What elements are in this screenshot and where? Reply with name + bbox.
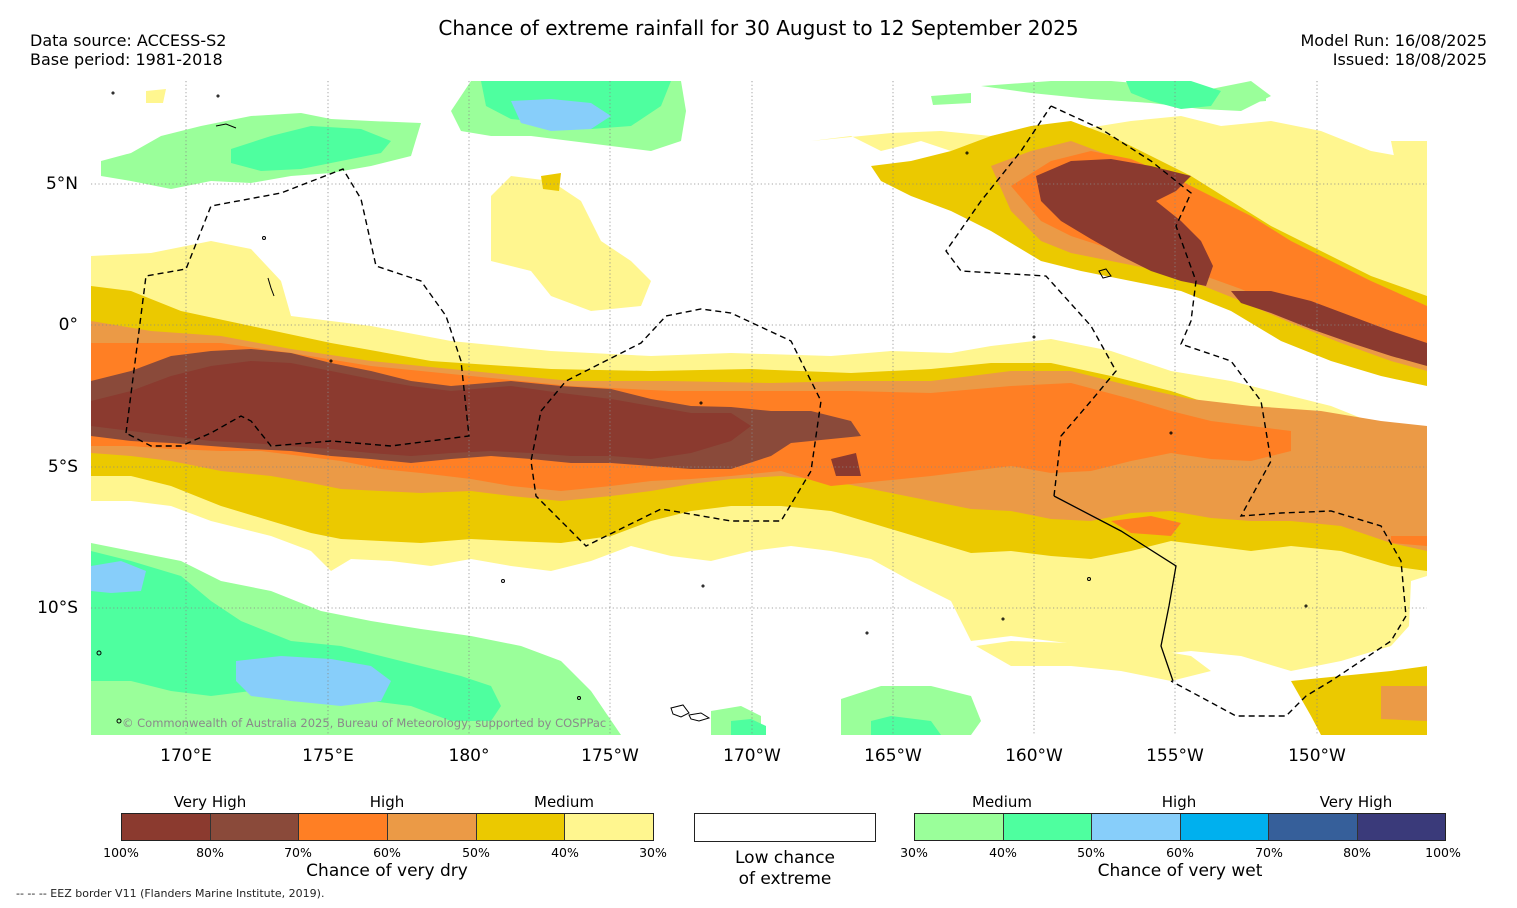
dry-label-very-high: Very High bbox=[173, 793, 247, 811]
rainfall-map bbox=[91, 81, 1427, 735]
dry-label-high: High bbox=[369, 793, 405, 811]
islands bbox=[96, 91, 1308, 724]
wet-label-medium: Medium bbox=[972, 793, 1032, 811]
wet-tick-50: 50% bbox=[1077, 845, 1105, 860]
wet-high-region bbox=[91, 99, 611, 706]
low-chance-line-1: Low chance bbox=[735, 848, 835, 868]
eez-borders bbox=[125, 105, 1407, 717]
wet-swatch-2 bbox=[1003, 814, 1092, 840]
lat-label-10s: 10°S bbox=[37, 598, 78, 618]
wet-tick-70: 70% bbox=[1255, 845, 1283, 860]
wet-label-very-high: Very High bbox=[1319, 793, 1393, 811]
lon-label-155w: 155°W bbox=[1146, 746, 1204, 766]
dry-tick-60: 60% bbox=[373, 845, 401, 860]
eez-footnote: -- -- -- EEZ border V11 (Flanders Marine… bbox=[16, 887, 325, 900]
lon-label-175w: 175°W bbox=[581, 746, 639, 766]
wet-tick-40: 40% bbox=[989, 845, 1017, 860]
dry-swatch-3 bbox=[299, 814, 389, 840]
low-chance-caption: Low chance of extreme bbox=[694, 848, 876, 890]
map-gridlines bbox=[91, 81, 1427, 735]
maritime-boundary bbox=[1053, 495, 1177, 682]
lon-label-160w: 160°W bbox=[1005, 746, 1063, 766]
lon-label-170w: 170°W bbox=[723, 746, 781, 766]
base-period: Base period: 1981-2018 bbox=[30, 50, 223, 69]
dry-swatch-5 bbox=[476, 814, 566, 840]
dry-label-medium: Medium bbox=[534, 793, 594, 811]
map-copyright: © Commonwealth of Australia 2025, Bureau… bbox=[122, 716, 607, 730]
lat-label-5s: 5°S bbox=[47, 457, 78, 477]
model-run: Model Run: 16/08/2025 bbox=[1300, 31, 1488, 50]
low-chance-swatch bbox=[694, 813, 876, 842]
lon-label-170e: 170°E bbox=[160, 746, 212, 766]
low-chance-line-2: of extreme bbox=[738, 869, 832, 889]
wet-swatch-5 bbox=[1269, 814, 1358, 840]
run-info: Model Run: 16/08/2025 Issued: 18/08/2025 bbox=[1301, 31, 1488, 69]
dry-swatch-6 bbox=[565, 814, 654, 840]
lat-label-5n: 5°N bbox=[45, 174, 78, 194]
dry-tick-70: 70% bbox=[284, 845, 312, 860]
dry-very-high-region bbox=[91, 159, 1427, 476]
dry-tick-30: 30% bbox=[639, 845, 667, 860]
wet-swatch-3 bbox=[1092, 814, 1181, 840]
data-source: Data source: ACCESS-S2 bbox=[30, 31, 227, 50]
wet-tick-60: 60% bbox=[1166, 845, 1194, 860]
dry-swatch-4 bbox=[388, 814, 477, 840]
wet-caption: Chance of very wet bbox=[1097, 861, 1263, 881]
wet-tick-30: 30% bbox=[900, 845, 928, 860]
wet-color-bar bbox=[914, 813, 1446, 841]
wet-swatch-1 bbox=[915, 814, 1004, 840]
lon-label-150w: 150°W bbox=[1288, 746, 1346, 766]
dry-swatch-1 bbox=[122, 814, 211, 840]
wet-swatch-4 bbox=[1180, 814, 1269, 840]
issued-date: Issued: 18/08/2025 bbox=[1332, 50, 1487, 69]
wet-tick-100: 100% bbox=[1425, 845, 1461, 860]
lon-label-175e: 175°E bbox=[302, 746, 354, 766]
wet-tick-80: 80% bbox=[1343, 845, 1371, 860]
dry-tick-40: 40% bbox=[551, 845, 579, 860]
lat-label-0: 0° bbox=[58, 315, 78, 335]
dry-caption: Chance of very dry bbox=[306, 861, 468, 881]
dry-tick-80: 80% bbox=[196, 845, 224, 860]
lon-label-180: 180° bbox=[448, 746, 490, 766]
data-info: Data source: ACCESS-S2 Base period: 1981… bbox=[30, 31, 226, 69]
dry-color-bar bbox=[121, 813, 654, 841]
wet-label-high: High bbox=[1161, 793, 1197, 811]
wet-swatch-6 bbox=[1357, 814, 1445, 840]
dry-tick-50: 50% bbox=[462, 845, 490, 860]
chart-title: Chance of extreme rainfall for 30 August… bbox=[438, 16, 1079, 40]
lon-label-165w: 165°W bbox=[864, 746, 922, 766]
dry-swatch-2 bbox=[210, 814, 300, 840]
dry-tick-100: 100% bbox=[103, 845, 139, 860]
